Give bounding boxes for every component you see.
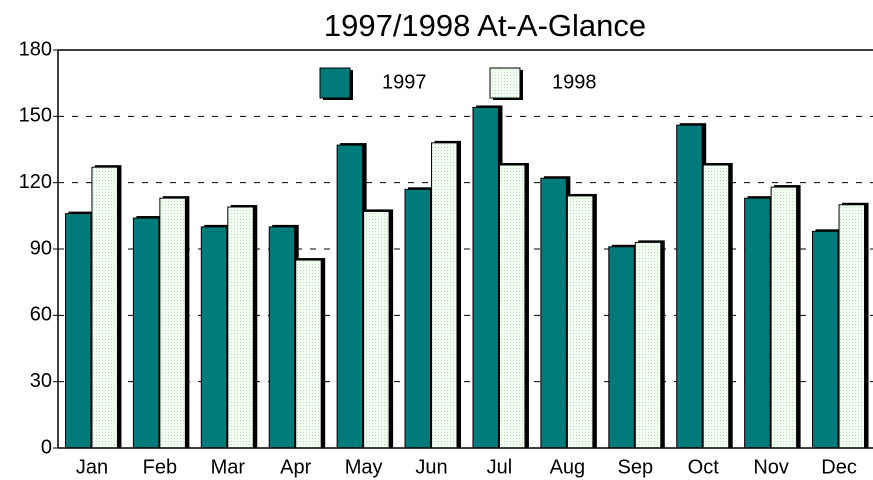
bar: [91, 166, 118, 449]
bar: [838, 204, 866, 449]
bar: [268, 226, 296, 449]
bar: [227, 206, 254, 449]
x-tick-label: Apr: [280, 456, 311, 478]
bar: [702, 164, 730, 449]
bar: [64, 213, 92, 449]
x-tick-label: Jan: [76, 456, 108, 478]
y-tick-label: 60: [30, 304, 52, 326]
legend-label: 1997: [382, 71, 427, 93]
x-tick-label: Jul: [487, 456, 513, 478]
x-tick-label: May: [345, 456, 383, 478]
y-tick-label: 150: [19, 105, 52, 127]
y-tick-label: 30: [30, 370, 52, 392]
legend-swatch: [319, 67, 351, 99]
bar: [744, 197, 771, 449]
y-tick-label: 90: [30, 237, 52, 259]
bar: [472, 106, 499, 449]
x-tick-label: Jun: [415, 456, 447, 478]
x-tick-label: Dec: [821, 456, 857, 478]
y-tick-label: 120: [19, 171, 52, 193]
bar: [295, 259, 322, 449]
legend-swatch: [489, 67, 521, 99]
x-tick-label: Feb: [143, 456, 177, 478]
bar: [363, 210, 390, 449]
y-tick-label: 180: [19, 38, 52, 60]
bar: [200, 226, 228, 449]
bar: [608, 246, 635, 449]
bar: [431, 142, 458, 449]
bar: [540, 177, 567, 449]
bar: [812, 230, 839, 449]
x-tick-label: Aug: [550, 456, 586, 478]
bar: [498, 164, 526, 449]
bar: [132, 217, 160, 449]
bar: [634, 241, 662, 449]
bar: [159, 197, 186, 449]
x-tick-label: Nov: [753, 456, 789, 478]
bar: [404, 188, 432, 449]
bar: [770, 186, 798, 449]
bar: [336, 144, 364, 449]
bar: [566, 195, 594, 449]
chart-title: 1997/1998 At-A-Glance: [324, 8, 646, 43]
bar: [676, 124, 703, 449]
x-tick-label: Mar: [211, 456, 246, 478]
legend-label: 1998: [552, 71, 597, 93]
y-tick-label: 0: [41, 436, 52, 458]
x-tick-label: Sep: [617, 456, 653, 478]
x-tick-label: Oct: [688, 456, 720, 478]
